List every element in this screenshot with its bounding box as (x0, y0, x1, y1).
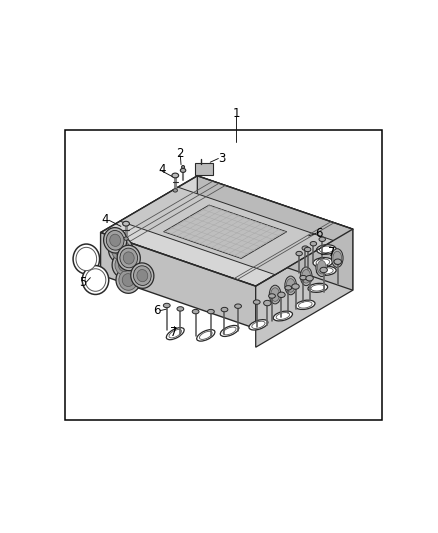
Ellipse shape (192, 309, 199, 314)
Ellipse shape (181, 165, 184, 168)
Polygon shape (101, 176, 353, 286)
Ellipse shape (122, 273, 134, 287)
Ellipse shape (300, 267, 312, 286)
Polygon shape (256, 229, 353, 347)
Ellipse shape (109, 237, 133, 263)
Ellipse shape (82, 265, 109, 294)
Ellipse shape (119, 270, 138, 290)
Ellipse shape (332, 249, 343, 268)
Ellipse shape (316, 258, 328, 277)
Ellipse shape (300, 276, 307, 280)
Ellipse shape (116, 267, 141, 293)
Ellipse shape (221, 308, 228, 312)
Ellipse shape (334, 259, 342, 264)
Ellipse shape (285, 276, 297, 295)
Ellipse shape (296, 300, 315, 310)
Ellipse shape (249, 320, 268, 330)
Ellipse shape (112, 252, 137, 278)
Text: 2: 2 (177, 147, 184, 160)
Ellipse shape (235, 304, 241, 309)
Ellipse shape (306, 276, 313, 281)
Ellipse shape (286, 279, 295, 292)
Ellipse shape (292, 284, 299, 289)
Ellipse shape (115, 255, 134, 275)
Ellipse shape (269, 285, 281, 304)
Ellipse shape (180, 168, 186, 172)
Ellipse shape (252, 321, 265, 328)
Ellipse shape (317, 266, 336, 276)
Ellipse shape (316, 259, 330, 266)
Text: 4: 4 (158, 163, 166, 175)
Text: 6: 6 (315, 227, 323, 240)
Text: 1: 1 (233, 107, 240, 119)
FancyBboxPatch shape (195, 163, 212, 175)
Ellipse shape (137, 270, 148, 282)
Polygon shape (120, 187, 333, 274)
Ellipse shape (172, 173, 179, 178)
Ellipse shape (134, 266, 151, 286)
Ellipse shape (273, 311, 293, 321)
Ellipse shape (319, 237, 325, 241)
Text: 4: 4 (101, 213, 109, 226)
Ellipse shape (197, 329, 215, 341)
Ellipse shape (124, 252, 134, 264)
Ellipse shape (124, 237, 128, 240)
Ellipse shape (318, 261, 326, 274)
Ellipse shape (285, 286, 292, 290)
Ellipse shape (319, 268, 333, 274)
Ellipse shape (199, 332, 212, 340)
Polygon shape (163, 205, 287, 259)
Ellipse shape (115, 244, 127, 256)
Ellipse shape (110, 234, 120, 246)
Ellipse shape (173, 189, 177, 192)
Ellipse shape (276, 312, 290, 319)
Ellipse shape (111, 240, 130, 260)
Ellipse shape (333, 251, 342, 265)
FancyBboxPatch shape (65, 130, 382, 420)
Ellipse shape (308, 284, 328, 292)
Text: 5: 5 (79, 276, 87, 288)
Ellipse shape (311, 285, 325, 291)
Ellipse shape (304, 247, 311, 252)
Ellipse shape (73, 244, 99, 274)
Ellipse shape (208, 309, 214, 314)
Ellipse shape (319, 246, 333, 253)
Ellipse shape (278, 292, 285, 297)
Ellipse shape (302, 270, 311, 283)
Polygon shape (101, 232, 256, 328)
Text: 7: 7 (170, 327, 178, 340)
Ellipse shape (85, 269, 106, 291)
Ellipse shape (271, 288, 279, 301)
Ellipse shape (223, 327, 236, 335)
Ellipse shape (298, 302, 312, 308)
Ellipse shape (76, 247, 97, 271)
Text: 7: 7 (328, 246, 336, 260)
Ellipse shape (320, 267, 327, 273)
Ellipse shape (118, 259, 130, 271)
Ellipse shape (169, 329, 181, 338)
Polygon shape (197, 176, 353, 290)
Ellipse shape (296, 252, 302, 256)
Ellipse shape (106, 230, 124, 250)
Ellipse shape (123, 221, 130, 226)
Ellipse shape (166, 328, 184, 340)
Ellipse shape (131, 263, 154, 288)
Ellipse shape (264, 300, 271, 306)
Ellipse shape (177, 306, 184, 311)
Ellipse shape (268, 294, 276, 298)
Text: 6: 6 (153, 304, 160, 317)
Ellipse shape (163, 303, 170, 308)
Text: 3: 3 (218, 152, 226, 165)
Ellipse shape (313, 257, 333, 267)
Ellipse shape (104, 228, 127, 253)
Ellipse shape (120, 248, 138, 268)
Ellipse shape (317, 245, 336, 254)
Ellipse shape (302, 246, 308, 251)
Ellipse shape (220, 326, 239, 336)
Ellipse shape (253, 300, 260, 304)
Ellipse shape (117, 245, 140, 271)
Ellipse shape (310, 241, 317, 246)
